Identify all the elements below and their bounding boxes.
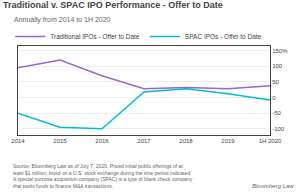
svg-text:150%: 150% xyxy=(272,48,288,54)
svg-text:50: 50 xyxy=(272,79,279,85)
svg-text:SPAC IPOs - Offer to Date: SPAC IPOs - Offer to Date xyxy=(185,33,262,40)
svg-text:2015: 2015 xyxy=(53,138,67,144)
svg-text:2017: 2017 xyxy=(137,138,151,144)
svg-text:2016: 2016 xyxy=(95,138,109,144)
svg-text:Traditional v. SPAC IPO Perfor: Traditional v. SPAC IPO Performance - Of… xyxy=(3,0,223,10)
svg-text:2019: 2019 xyxy=(221,138,235,144)
svg-text:Traditional IPOs - Offer to Da: Traditional IPOs - Offer to Date xyxy=(50,33,140,40)
svg-text:2014: 2014 xyxy=(11,138,25,144)
svg-text:0: 0 xyxy=(272,95,276,101)
svg-text:1H 2020: 1H 2020 xyxy=(259,138,282,144)
svg-text:Annually from 2014 to 1H 2020: Annually from 2014 to 1H 2020 xyxy=(14,16,111,24)
svg-text:-100: -100 xyxy=(272,126,285,132)
svg-text:Bloomberg Law: Bloomberg Law xyxy=(252,183,294,189)
svg-text:Source: Bloomberg Law as of Ju: Source: Bloomberg Law as of July 7, 2020… xyxy=(13,163,193,189)
svg-text:2018: 2018 xyxy=(179,138,193,144)
svg-text:-50: -50 xyxy=(272,110,281,116)
svg-text:100: 100 xyxy=(272,63,283,69)
